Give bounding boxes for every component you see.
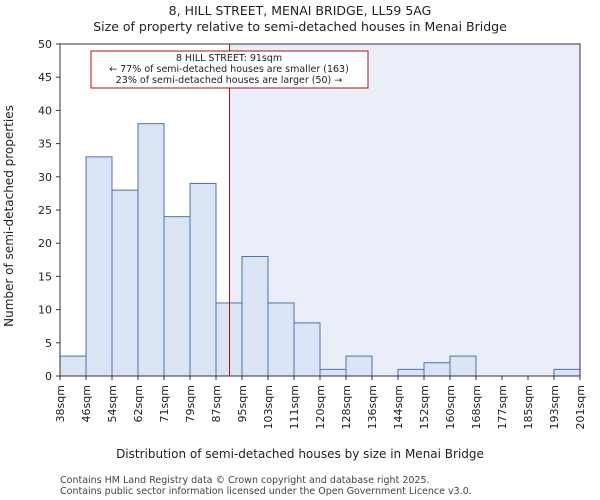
- footer-line-1: Contains HM Land Registry data © Crown c…: [60, 475, 430, 486]
- chart-subtitle: Size of property relative to semi-detach…: [93, 19, 507, 34]
- x-tick-label: 103sqm: [262, 385, 275, 429]
- y-tick-label: 50: [38, 38, 52, 51]
- bar-160sqm: [449, 355, 477, 377]
- bar-128sqm: [345, 355, 373, 377]
- y-tick-label: 25: [38, 204, 52, 217]
- y-tick-label: 0: [45, 370, 52, 383]
- bar-54sqm: [111, 189, 139, 377]
- annotation-line-2: ← 77% of semi-detached houses are smalle…: [109, 64, 349, 75]
- x-axis-label: Distribution of semi-detached houses by …: [116, 447, 484, 461]
- bar-95sqm: [241, 255, 269, 377]
- x-tick-label: 38sqm: [54, 385, 67, 422]
- x-tick-label: 152sqm: [418, 385, 431, 429]
- y-tick-label: 40: [38, 104, 52, 117]
- y-tick-label: 15: [38, 270, 52, 283]
- x-tick-label: 160sqm: [444, 385, 457, 429]
- y-tick-label: 35: [38, 138, 52, 151]
- y-tick-label: 30: [38, 171, 52, 184]
- bar-62sqm: [137, 123, 165, 377]
- footer-line-2: Contains public sector information licen…: [60, 486, 472, 497]
- x-tick-label: 136sqm: [366, 385, 379, 429]
- x-tick-label: 79sqm: [184, 385, 197, 422]
- y-axis-ticks: 0 5 10 15 20 25 30 35 40 45 50: [38, 38, 60, 383]
- y-tick-label: 20: [38, 237, 52, 250]
- bar-103sqm: [267, 302, 295, 377]
- x-tick-label: 95sqm: [236, 385, 249, 422]
- x-tick-label: 46sqm: [80, 385, 93, 422]
- x-tick-label: 177sqm: [496, 385, 509, 429]
- x-tick-label: 120sqm: [314, 385, 327, 429]
- x-axis-ticks: 38sqm 46sqm 54sqm 62sqm 71sqm 79sqm 87sqm 95sqm…: [54, 376, 587, 429]
- bar-111sqm: [293, 322, 321, 377]
- bar-193sqm: [553, 368, 581, 377]
- bar-79sqm: [189, 182, 217, 377]
- y-tick-label: 5: [45, 337, 52, 350]
- y-tick-label: 10: [38, 304, 52, 317]
- bar-152sqm: [423, 362, 451, 377]
- bar-38sqm: [59, 355, 87, 377]
- x-tick-label: 54sqm: [106, 385, 119, 422]
- annotation-line-1: 8 HILL STREET: 91sqm: [176, 53, 282, 64]
- plot-area: 8 HILL STREET: 91sqm ← 77% of semi-detac…: [59, 43, 581, 377]
- annotation-line-3: 23% of semi-detached houses are larger (…: [116, 75, 343, 86]
- y-axis-label: Number of semi-detached properties: [2, 105, 16, 327]
- x-tick-label: 185sqm: [522, 385, 535, 429]
- bar-120sqm: [319, 368, 347, 377]
- x-tick-label: 128sqm: [340, 385, 353, 429]
- bar-87sqm: [215, 302, 243, 377]
- x-tick-label: 168sqm: [470, 385, 483, 429]
- x-tick-label: 201sqm: [574, 385, 587, 429]
- x-tick-label: 193sqm: [548, 385, 561, 429]
- x-tick-label: 71sqm: [158, 385, 171, 422]
- y-tick-label: 45: [38, 71, 52, 84]
- bar-144sqm: [397, 368, 425, 377]
- annotation-box: [90, 50, 369, 89]
- chart-title: 8, HILL STREET, MENAI BRIDGE, LL59 5AG: [169, 3, 432, 18]
- bar-46sqm: [85, 156, 113, 377]
- x-tick-label: 62sqm: [132, 385, 145, 422]
- bars: [59, 123, 581, 377]
- bar-71sqm: [163, 216, 191, 377]
- x-tick-label: 111sqm: [288, 385, 301, 429]
- x-tick-label: 144sqm: [392, 385, 405, 429]
- x-tick-label: 87sqm: [210, 385, 223, 422]
